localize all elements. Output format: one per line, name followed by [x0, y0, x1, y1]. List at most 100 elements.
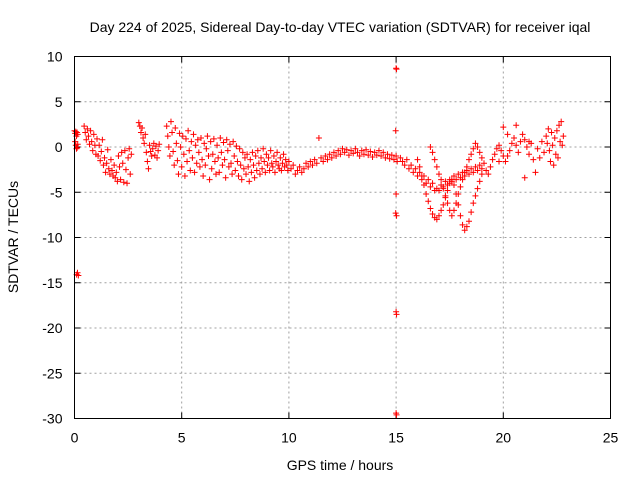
data-point — [176, 130, 183, 137]
data-point — [259, 165, 266, 172]
data-point — [478, 165, 485, 172]
data-point — [476, 178, 483, 185]
data-point — [114, 178, 121, 185]
data-point — [288, 165, 295, 172]
data-point — [74, 141, 81, 148]
data-point — [457, 183, 464, 190]
data-point — [502, 158, 509, 165]
data-point — [468, 165, 475, 172]
data-point — [500, 124, 507, 131]
data-point — [307, 158, 314, 165]
data-point — [216, 169, 223, 176]
data-point — [124, 180, 131, 187]
data-point — [552, 151, 559, 158]
data-point — [139, 124, 146, 131]
data-point — [360, 151, 367, 158]
data-point — [412, 165, 419, 172]
data-point — [416, 163, 423, 170]
data-point — [268, 160, 275, 167]
x-axis-label: GPS time / hours — [287, 457, 394, 473]
data-point — [303, 160, 310, 167]
data-point — [115, 153, 122, 160]
data-point — [220, 139, 227, 146]
data-point — [121, 147, 128, 154]
data-point — [450, 182, 457, 189]
data-point — [472, 192, 479, 199]
data-point — [81, 123, 88, 130]
data-point — [260, 145, 267, 152]
data-point — [264, 162, 271, 169]
data-point — [99, 136, 106, 143]
data-point — [444, 200, 451, 207]
data-point — [200, 172, 207, 179]
data-point — [284, 167, 291, 174]
data-point — [343, 146, 350, 153]
data-point — [414, 156, 421, 163]
data-point — [177, 144, 184, 150]
data-point — [204, 133, 211, 140]
data-point — [269, 163, 276, 170]
data-point — [185, 127, 192, 134]
data-point — [236, 145, 243, 152]
data-point — [127, 171, 134, 178]
data-point — [358, 147, 365, 154]
data-point — [116, 163, 123, 170]
data-point — [438, 207, 445, 214]
data-point — [442, 192, 449, 199]
data-point — [354, 149, 361, 156]
data-point — [393, 66, 400, 73]
data-point — [435, 212, 442, 219]
y-tick-label: -15 — [42, 275, 62, 291]
data-point — [292, 171, 299, 178]
data-point — [285, 158, 292, 165]
data-point — [521, 174, 528, 181]
data-point — [154, 154, 161, 161]
data-point — [446, 180, 453, 187]
data-point — [508, 140, 515, 147]
data-point — [322, 153, 329, 160]
data-point — [218, 149, 225, 156]
data-point — [498, 147, 505, 154]
data-point — [298, 169, 305, 176]
data-point — [474, 144, 481, 150]
data-point — [560, 133, 567, 140]
data-point — [429, 149, 436, 156]
data-point — [541, 149, 548, 156]
data-point — [241, 154, 248, 161]
data-point — [239, 149, 246, 156]
data-point — [523, 144, 530, 150]
data-point — [375, 147, 382, 154]
data-point — [279, 160, 286, 167]
data-point — [427, 205, 434, 212]
data-point — [152, 143, 159, 150]
data-point — [235, 172, 242, 179]
data-point — [506, 147, 513, 154]
data-point — [238, 176, 245, 183]
data-point — [474, 185, 481, 192]
y-axis-label: SDTVAR / TECUs — [5, 181, 21, 293]
data-point — [240, 165, 247, 172]
data-point — [337, 151, 344, 158]
data-point — [300, 165, 307, 172]
data-point — [549, 142, 556, 149]
data-point — [513, 142, 520, 149]
data-point — [98, 148, 105, 155]
data-point — [382, 154, 389, 161]
data-point — [517, 138, 524, 145]
data-point — [487, 163, 494, 170]
data-point — [558, 118, 565, 125]
data-point — [408, 162, 415, 169]
data-point — [140, 134, 147, 141]
y-tick-label: 10 — [47, 49, 63, 65]
grid — [74, 56, 611, 419]
data-point — [173, 140, 180, 147]
data-point — [448, 176, 455, 183]
data-point — [474, 167, 481, 174]
data-point — [476, 149, 483, 156]
data-point — [433, 163, 440, 170]
data-point — [472, 163, 479, 170]
data-point — [144, 158, 151, 165]
data-point — [280, 151, 287, 158]
data-point — [145, 165, 152, 172]
data-point — [275, 162, 282, 169]
